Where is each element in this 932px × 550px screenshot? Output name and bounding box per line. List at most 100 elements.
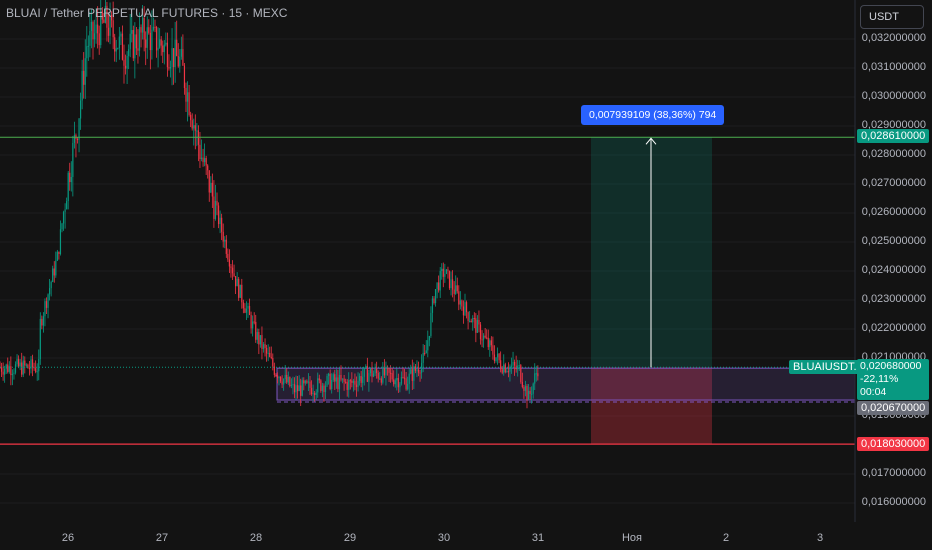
time-tick-label: 3 [816,532,824,544]
candle-body [283,378,285,385]
time-tick-label: 30 [437,532,451,544]
candle-body [365,366,367,368]
candle-body [149,32,151,51]
candle-body [103,19,105,23]
candle-body [297,385,299,392]
entry-price-tag: 0,020670000 [857,401,930,415]
candle-body [417,369,420,373]
currency-selector[interactable]: USDT [860,5,924,29]
candle-body [107,27,110,36]
candle-body [527,390,530,401]
candle-body [295,385,297,393]
candle-body [145,39,147,48]
candle-body [72,142,74,177]
candle-body [422,352,424,363]
candle-body [535,373,537,375]
candle-body [98,33,100,46]
candle-body [394,380,396,385]
candle-body [236,278,238,287]
candle-body [191,120,193,129]
candle-body [106,5,108,28]
candle-body [134,34,136,59]
candle-body [301,380,303,396]
candle-body [241,284,243,303]
candle-body [115,48,117,52]
candle-body [510,365,513,367]
candle-body [55,260,57,276]
candle-body [93,33,96,40]
candle-body [49,288,51,295]
candle-body [157,47,159,51]
candle-body [506,371,508,373]
candle-body [7,364,9,372]
candle-body [183,65,186,88]
candle-body [402,376,404,378]
candle-body [405,378,407,390]
candle-body [214,200,217,219]
candle-body [492,345,494,355]
candle-body [272,358,274,367]
candle-body [332,374,334,380]
price-tick-label: 0,022000000 [861,322,926,334]
candle-body [410,369,412,374]
candle-body [123,59,125,66]
candle-body [447,269,449,271]
candle-body [205,157,207,166]
candle-body [403,377,406,379]
candle-body [476,319,478,333]
candle-body [531,393,533,395]
candle-body [472,318,474,323]
candle-body [252,321,254,329]
candle-body [217,205,220,225]
candle-body [81,70,83,101]
candle-body [478,319,480,325]
candle-body [442,268,444,277]
candle-body [521,381,523,388]
candle-body [400,376,403,384]
candle-body [407,383,409,390]
measure-arrow-head [645,137,657,145]
candle-body [35,368,37,372]
candle-body [360,376,362,383]
candle-body [411,369,413,381]
price-tick-label: 0,017000000 [861,467,926,479]
candle-body [25,364,27,366]
candle-body [148,27,150,33]
candle-body [351,380,353,383]
candle-body [266,348,268,354]
candle-body [419,372,421,374]
candle-body [512,361,514,366]
candle-body [396,378,398,381]
candle-body [166,42,168,68]
measure-label[interactable]: 0,007939109 (38,36%) 794 [581,105,725,125]
candle-body [465,302,468,313]
candle-body [245,308,248,313]
candle-body [517,365,519,370]
candle-body [380,378,382,383]
candle-body [33,367,35,369]
candle-body [230,266,232,268]
candle-body [523,387,525,391]
candle-body [461,300,463,307]
candle-body [269,352,271,357]
candle-body [59,229,62,254]
candle-body [180,49,182,57]
candle-body [21,362,23,375]
candle-body [298,385,300,392]
candle-body [309,381,311,388]
candle-body [514,361,516,366]
candle-body [111,14,113,21]
chart-title: BLUAI / Tether PERPETUAL FUTURES · 15 · … [6,6,288,20]
candle-body [428,335,430,341]
candle-body [248,306,251,316]
candle-body [259,335,261,345]
candle-body [340,374,342,380]
candle-body [152,26,155,30]
candle-body [182,49,184,66]
candle-body [335,377,337,382]
candle-body [453,289,455,294]
candle-body [489,340,491,348]
candle-body [188,92,190,115]
